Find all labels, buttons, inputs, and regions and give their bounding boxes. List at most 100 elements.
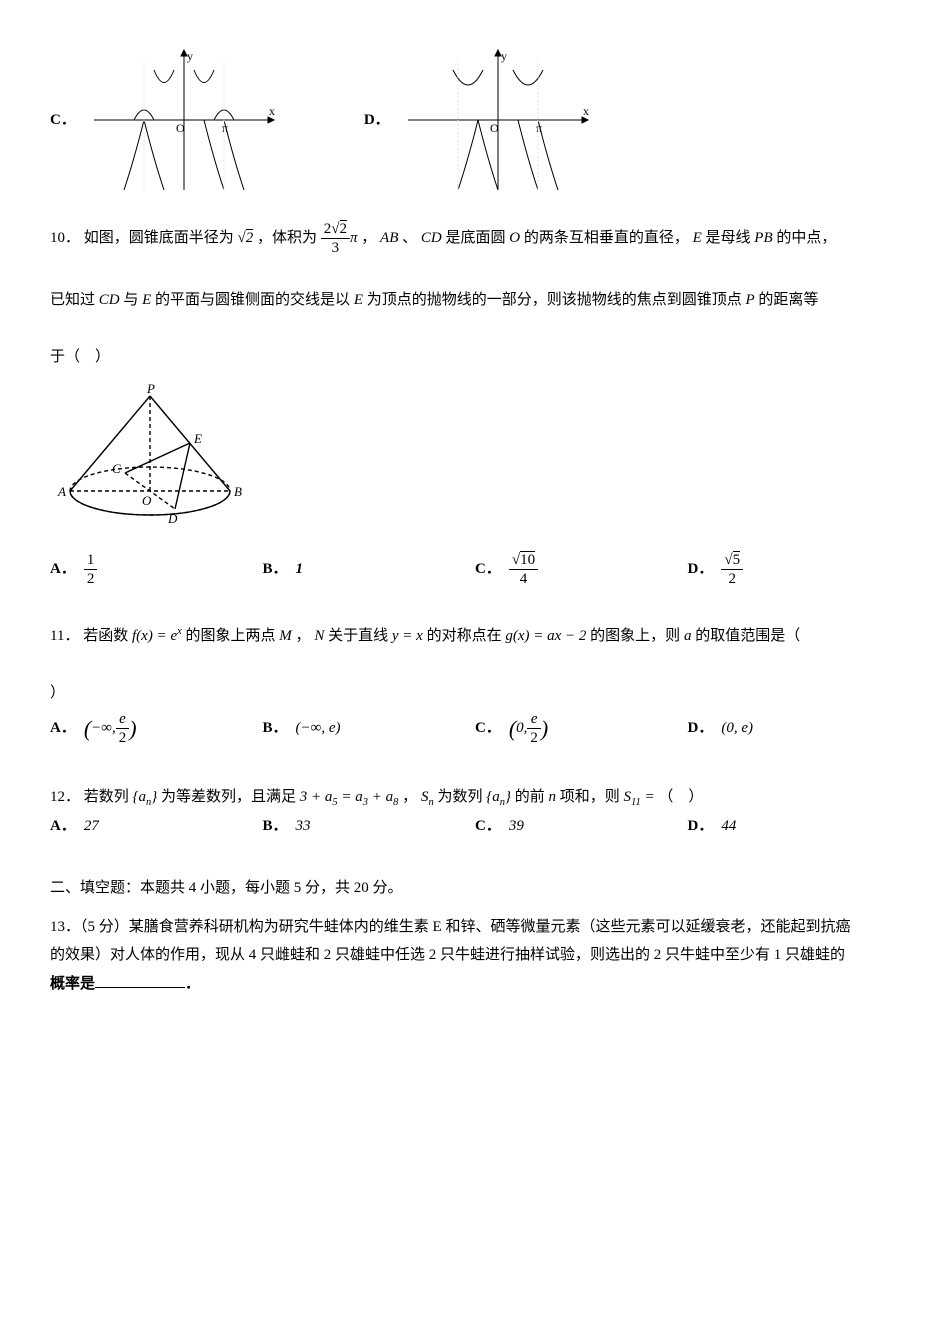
q10-text6: 是母线 [706,230,751,246]
svg-text:π: π [536,121,542,135]
q10-pi: π [350,230,358,246]
q12-sn: Sn [421,789,434,805]
svg-text:O: O [490,121,499,135]
q12-text6: 项和，则 [560,789,620,805]
svg-text:O: O [142,493,152,508]
svg-text:π: π [222,121,228,135]
q12-options: A． 27 B． 33 C． 39 D． 44 [50,812,900,851]
q12-number: 12． [50,789,80,805]
q12-option-b[interactable]: B． 33 [263,812,476,841]
q10-text9: 与 [123,292,138,308]
svg-text:O: O [176,121,185,135]
q10-text4: 是底面圆 [445,230,505,246]
q12-an2: {an} [486,789,511,805]
q11-text5: 的对称点在 [427,628,502,644]
q11-option-a[interactable]: A． ( −∞, e2 ) [50,708,263,750]
q12-text4: 为数列 [437,789,482,805]
section-title: 二、填空题：本题共 4 小题，每小题 5 分，共 20 分。 [50,874,900,903]
svg-text:y: y [187,49,193,63]
q13-blank[interactable] [95,987,185,988]
q10-e2: E [142,292,151,308]
q11-m: M [279,628,292,644]
q13-text2: 的效果）对人体的作用，现从 4 只雌蛙和 2 只雄蛙中任选 2 只牛蛙进行抽样试… [50,947,845,963]
q11-fx: f(x) = ex [132,628,182,644]
q10-text8: 已知过 [50,292,95,308]
q12-option-a[interactable]: A． 27 [50,812,263,841]
q11-option-c[interactable]: C． ( 0, e2 ) [475,708,688,750]
q10-ab: AB [380,230,398,246]
q13-number: 13． [50,919,80,935]
q10-option-b[interactable]: B． 1 [263,551,476,588]
q10-sep: 、 [402,230,417,246]
q11-text4: 关于直线 [328,628,388,644]
q10: 10． 如图，圆锥底面半径为 √2 ，体积为 2√2 3 π ， AB 、 CD… [50,220,900,598]
svg-text:E: E [193,431,202,446]
q12: 12． 若数列 {an} 为等差数列，且满足 3 + a5 = a3 + a8 … [50,783,900,850]
q11-option-d[interactable]: D． (0, e) [688,708,901,750]
q10-cd: CD [421,230,442,246]
q11-n: N [314,628,324,644]
q9-graph-d: O π x y [398,40,598,200]
q12-text3: ， [402,789,417,805]
q11-text2: 的图象上两点 [186,628,276,644]
q9-label-c: C． [50,106,76,135]
q9-graph-c: O π x y [84,40,284,200]
q11-a: a [684,628,692,644]
q11-gx: g(x) = ax − 2 [505,628,586,644]
q10-text10: 的平面与圆锥侧面的交线是以 [155,292,350,308]
svg-text:A: A [57,484,66,499]
q11-yx: y = x [392,628,423,644]
q11-text7: 的取值范围是（ [695,628,800,644]
q10-o: O [509,230,520,246]
svg-text:B: B [234,484,242,499]
svg-text:P: P [146,381,155,396]
q11-options: A． ( −∞, e2 ) B． (−∞, e) C． ( 0, e2 ) D．… [50,708,900,760]
q10-cd2: CD [99,292,120,308]
q12-text1: 若数列 [84,789,129,805]
q10-text2: ，体积为 [257,230,317,246]
q10-text13: 于（ ） [50,349,110,365]
q11-text6: 的图象上，则 [590,628,680,644]
svg-text:y: y [501,49,507,63]
q10-option-d[interactable]: D． √52 [688,551,901,588]
q10-text3: ， [361,230,376,246]
q11-text1: 若函数 [83,628,128,644]
q9-label-d: D． [364,106,390,135]
q11-option-b[interactable]: B． (−∞, e) [263,708,476,750]
q13: 13．（5 分）某膳食营养科研机构为研究牛蛙体内的维生素 E 和锌、硒等微量元素… [50,913,900,999]
svg-text:C: C [112,461,121,476]
svg-text:D: D [167,511,178,526]
q11-text8: ） [50,685,65,701]
q10-pb: PB [754,230,772,246]
q10-number: 10． [50,230,80,246]
q10-e: E [693,230,702,246]
q13-text3: 概率是 [50,976,95,992]
q10-option-c[interactable]: C． √104 [475,551,688,588]
q12-an: {an} [133,789,158,805]
q12-text5: 的前 [515,789,545,805]
q10-options: A． 12 B． 1 C． √104 D． √52 [50,551,900,598]
q11-number: 11． [50,628,79,644]
q12-n: n [548,789,556,805]
q12-text7: （ ） [658,789,703,805]
q11: 11． 若函数 f(x) = ex 的图象上两点 M ， N 关于直线 y = … [50,622,900,759]
svg-text:x: x [583,104,589,118]
q10-text7: 的中点， [776,230,836,246]
q10-text5: 的两条互相垂直的直径， [524,230,689,246]
q12-s11: S11 = [623,789,654,805]
q10-option-a[interactable]: A． 12 [50,551,263,588]
q13-text4: ． [185,976,200,992]
q10-e3: E [354,292,363,308]
q13-text1: 某膳食营养科研机构为研究牛蛙体内的维生素 E 和锌、硒等微量元素（这些元素可以延… [129,919,851,935]
q12-text2: 为等差数列，且满足 [161,789,296,805]
q12-option-d[interactable]: D． 44 [688,812,901,841]
q11-text3: ， [296,628,311,644]
q10-cone-diagram: P A B C D E O [50,381,250,531]
q12-eq: 3 + a5 = a3 + a8 [300,789,399,805]
q13-points: （5 分） [80,919,129,935]
q12-option-c[interactable]: C． 39 [475,812,688,841]
q10-text11: 为顶点的抛物线的一部分，则该抛物线的焦点到圆锥顶点 [367,292,742,308]
q10-volume: 2√2 3 [321,220,350,257]
svg-text:x: x [269,104,275,118]
q10-text1: 如图，圆锥底面半径为 [84,230,234,246]
